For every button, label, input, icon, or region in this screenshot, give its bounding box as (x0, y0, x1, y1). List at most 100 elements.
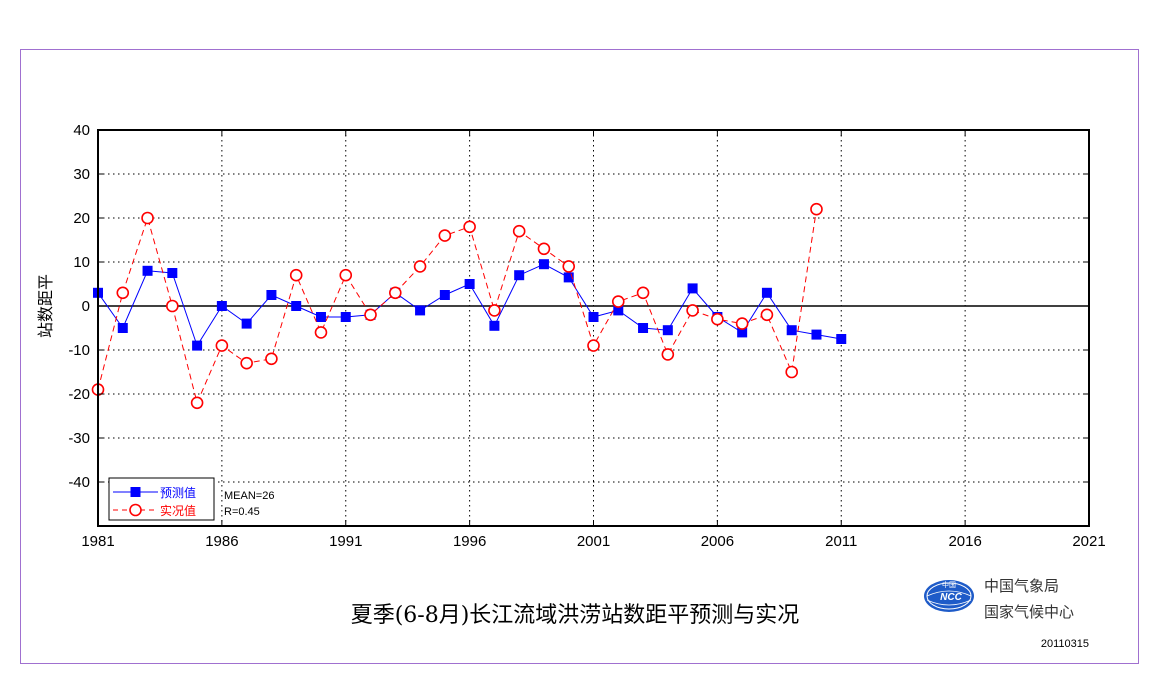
y-tick-label: -20 (68, 386, 90, 403)
y-axis-label: 站数距平 (36, 274, 55, 338)
y-tick-label: 40 (73, 122, 90, 139)
data-point (661, 348, 675, 361)
data-point (587, 339, 600, 352)
series-predicted (93, 259, 847, 351)
x-tick-label: 2016 (948, 533, 981, 550)
series-layer (91, 202, 847, 410)
data-point (291, 301, 302, 311)
data-point (438, 229, 452, 242)
x-tick-label: 2006 (701, 533, 734, 550)
mean-annotation: MEAN=26 (224, 490, 274, 502)
legend-label-predicted: 预测值 (160, 485, 196, 500)
y-tick-label: 30 (73, 166, 90, 183)
data-point (811, 329, 822, 340)
x-axis: 1981 1986 1991 1996 2001 2006 2011 2016 2021 (81, 533, 1105, 550)
data-point (760, 308, 774, 322)
data-point (514, 270, 525, 281)
data-point (240, 356, 253, 370)
y-tick-label: 10 (73, 254, 90, 271)
x-tick-label: 1996 (453, 533, 486, 550)
y-tick-label: 0 (82, 298, 90, 315)
figure-frame (20, 49, 1139, 664)
data-point (117, 323, 128, 333)
data-point (538, 259, 549, 270)
legend-marker-observed (129, 503, 142, 517)
data-point (836, 334, 847, 344)
issue-date: 20110315 (1041, 638, 1089, 650)
data-point (340, 312, 351, 322)
data-point (563, 272, 574, 283)
data-point (686, 304, 699, 317)
data-point (167, 268, 178, 278)
data-point (463, 220, 476, 234)
org-name-cma: 中国气象局 (984, 577, 1059, 595)
logo-top-text: 中国 (942, 580, 956, 589)
data-point (785, 365, 799, 379)
data-point (266, 290, 277, 300)
data-point (489, 320, 500, 331)
ncc-logo: NCC 中国 (924, 580, 974, 612)
legend-marker-predicted (130, 487, 141, 497)
y-tick-label: 20 (73, 210, 90, 227)
x-tick-label: 2001 (577, 533, 610, 550)
x-tick-label: 1991 (329, 533, 362, 550)
data-point (216, 301, 227, 311)
data-point (364, 308, 377, 322)
data-point (537, 242, 551, 256)
data-point (761, 287, 772, 298)
grid (98, 130, 1089, 526)
data-point (142, 265, 153, 276)
data-point (636, 286, 650, 300)
data-point (388, 286, 402, 300)
x-tick-label: 2021 (1072, 533, 1105, 550)
data-point (314, 326, 328, 339)
data-point (611, 295, 625, 308)
data-point (141, 211, 154, 225)
data-point (562, 260, 576, 273)
data-point (488, 304, 501, 317)
data-point (116, 286, 130, 300)
data-point (241, 318, 252, 329)
data-point (166, 299, 179, 313)
x-tick-label: 1986 (205, 533, 238, 550)
x-tick-label: 2011 (825, 533, 857, 550)
data-point (662, 325, 673, 336)
data-point (439, 290, 450, 300)
data-point (711, 312, 724, 326)
data-point (192, 340, 203, 351)
tick-marks (97, 129, 1090, 526)
org-name-ncc: 国家气候中心 (984, 603, 1074, 621)
y-tick-label: -40 (68, 474, 90, 491)
data-point (265, 352, 278, 366)
data-point (289, 268, 303, 282)
data-point (613, 305, 624, 316)
data-point (190, 396, 204, 410)
data-point (464, 279, 475, 289)
data-point (638, 323, 649, 333)
legend: 预测值 实况值 (108, 477, 215, 521)
x-tick-label: 1981 (81, 533, 114, 550)
data-point (737, 327, 748, 338)
data-point (339, 268, 353, 282)
data-point (588, 312, 599, 322)
data-point (687, 283, 698, 294)
y-axis: 40 30 20 10 0 -10 -20 -30 -40 (68, 122, 90, 491)
data-point (413, 260, 427, 273)
series-observed (91, 202, 823, 410)
data-point (786, 325, 797, 336)
r-annotation: R=0.45 (224, 506, 260, 518)
data-point (512, 224, 526, 238)
data-point (415, 305, 426, 316)
logo-globe-icon (924, 580, 974, 612)
y-tick-label: -30 (68, 430, 90, 447)
data-point (215, 339, 229, 352)
data-point (810, 202, 823, 216)
data-point (735, 317, 749, 330)
data-point (315, 312, 326, 322)
logo-text: NCC (940, 592, 962, 603)
y-tick-label: -10 (68, 342, 90, 359)
chart-title: 夏季(6-8月)长江流域洪涝站数距平预测与实况 (351, 603, 800, 628)
legend-label-observed: 实况值 (160, 503, 196, 518)
